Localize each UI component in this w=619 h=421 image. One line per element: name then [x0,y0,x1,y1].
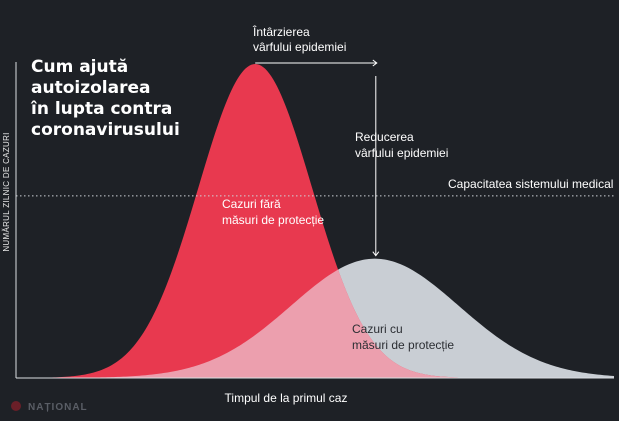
y-axis-label: NUMĂRUL ZILNIC DE CAZURI [2,132,11,251]
series-no-measures-label-2: măsuri de protecție [222,213,324,227]
series-no-measures-label-1: Cazuri fără [222,197,281,211]
title-line-2: autoizolarea [31,78,150,98]
series-with-measures-label-1: Cazuri cu [352,322,403,336]
reduction-annotation-line-1: Reducerea [355,130,414,144]
curve-no-measures [16,64,614,378]
title-line-4: coronavirusului [31,120,180,140]
reduction-arrow-head [372,251,380,257]
title-line-3: în lupta contra [30,99,172,119]
watermark-logo: NAȚIONAL [11,401,88,413]
watermark-dot-icon [11,401,21,411]
delay-annotation-line-1: Întârzierea [252,24,310,39]
watermark-text: NAȚIONAL [28,402,88,413]
series-with-measures-label-2: măsuri de protecție [352,338,454,352]
reduction-annotation-line-2: vârfului epidemiei [355,146,448,160]
delay-annotation-line-2: vârfului epidemiei [253,40,346,54]
title-line-1: Cum ajută [31,57,128,77]
x-axis-label: Timpul de la primul caz [225,391,348,405]
capacity-threshold-label: Capacitatea sistemului medical [448,177,613,191]
delay-arrow-head [372,59,378,67]
